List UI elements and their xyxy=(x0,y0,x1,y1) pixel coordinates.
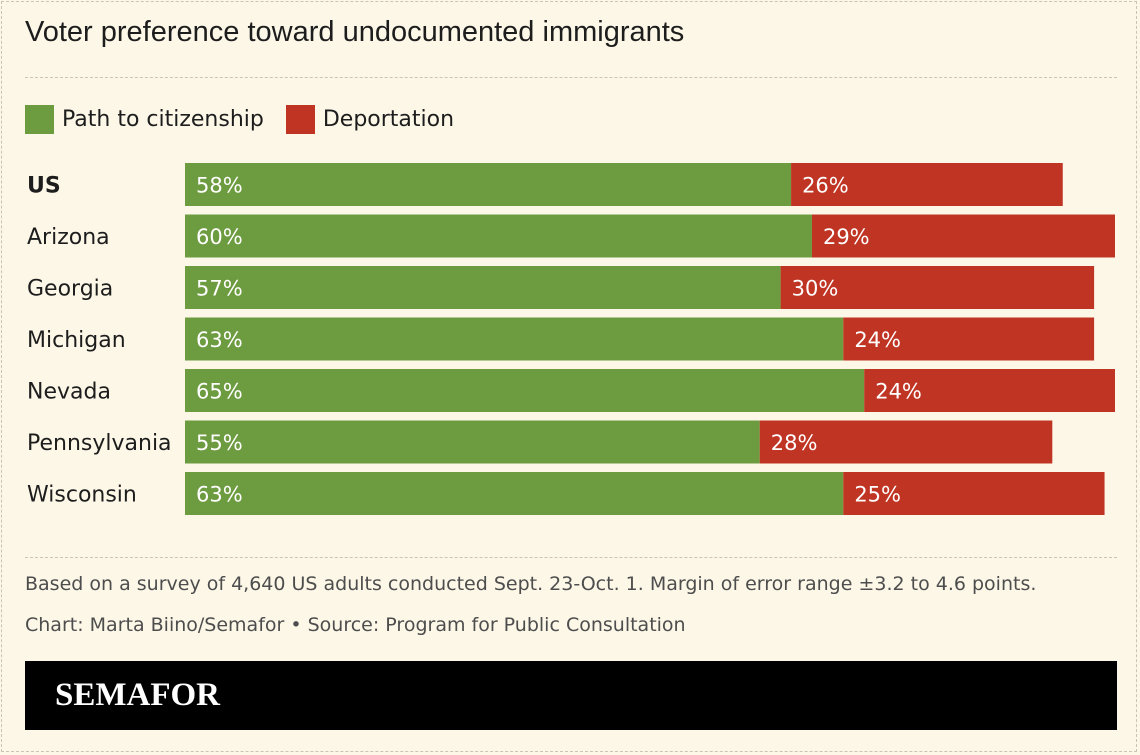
category-label-arizona: Arizona xyxy=(27,225,110,250)
footnote: Based on a survey of 4,640 US adults con… xyxy=(25,573,1037,595)
bar-deportation-michigan xyxy=(843,317,1095,361)
bar-deportation-georgia xyxy=(780,266,1095,309)
value-label-deportation-georgia: 30% xyxy=(792,277,839,301)
bar-deportation-nevada xyxy=(864,369,1115,412)
chart-title: Voter preference toward undocumented imm… xyxy=(25,16,685,48)
value-label-path-to-citizenship-michigan: 63% xyxy=(196,328,243,352)
legend-swatch-path-to-citizenship xyxy=(25,104,54,134)
top-divider xyxy=(25,77,1117,78)
bottom-divider xyxy=(25,557,1117,558)
legend: Path to citizenship Deportation xyxy=(25,103,476,135)
bar-path-to-citizenship-arizona xyxy=(185,214,812,258)
legend-item-path-to-citizenship: Path to citizenship xyxy=(25,104,264,134)
bar-deportation-us xyxy=(791,163,1063,206)
bar-path-to-citizenship-georgia xyxy=(185,266,781,309)
stacked-bar-chart: US 58% 26% Arizona 60% 29% Georgia 57% 30% Michig… xyxy=(27,163,1115,515)
value-label-path-to-citizenship-georgia: 57% xyxy=(196,277,243,301)
value-label-path-to-citizenship-pennsylvania: 55% xyxy=(196,431,243,455)
value-label-path-to-citizenship-us: 58% xyxy=(196,174,243,198)
legend-swatch-deportation xyxy=(285,104,315,134)
bar-path-to-citizenship-michigan xyxy=(185,317,844,361)
value-label-deportation-pennsylvania: 28% xyxy=(771,431,818,455)
value-label-deportation-arizona: 29% xyxy=(823,225,870,249)
bar-deportation-arizona xyxy=(811,214,1115,258)
brand-bar: SEMAFOR xyxy=(25,661,1117,730)
value-label-deportation-wisconsin: 25% xyxy=(854,483,901,507)
bar-deportation-wisconsin xyxy=(843,472,1105,515)
value-label-path-to-citizenship-wisconsin: 63% xyxy=(196,483,243,507)
source-credit: Chart: Marta Biino/Semafor • Source: Pro… xyxy=(25,614,686,636)
category-label-pennsylvania: Pennsylvania xyxy=(27,431,172,456)
legend-label-deportation: Deportation xyxy=(322,106,455,132)
category-label-wisconsin: Wisconsin xyxy=(27,483,137,508)
bar-path-to-citizenship-wisconsin xyxy=(185,472,844,515)
semafor-logo: SEMAFOR xyxy=(55,677,220,713)
value-label-deportation-us: 26% xyxy=(802,174,849,198)
value-label-path-to-citizenship-arizona: 60% xyxy=(196,225,243,249)
category-label-nevada: Nevada xyxy=(27,380,111,405)
value-label-path-to-citizenship-nevada: 65% xyxy=(196,380,243,404)
bar-path-to-citizenship-pennsylvania xyxy=(185,420,760,464)
value-label-deportation-michigan: 24% xyxy=(854,328,901,352)
category-label-michigan: Michigan xyxy=(27,328,126,353)
legend-item-deportation: Deportation xyxy=(285,104,455,134)
value-label-deportation-nevada: 24% xyxy=(875,380,922,404)
category-label-georgia: Georgia xyxy=(27,277,113,302)
bar-path-to-citizenship-us xyxy=(185,163,792,206)
bar-deportation-pennsylvania xyxy=(759,420,1053,464)
legend-label-path-to-citizenship: Path to citizenship xyxy=(62,106,264,132)
bar-path-to-citizenship-nevada xyxy=(185,369,865,412)
category-label-us: US xyxy=(27,174,61,199)
